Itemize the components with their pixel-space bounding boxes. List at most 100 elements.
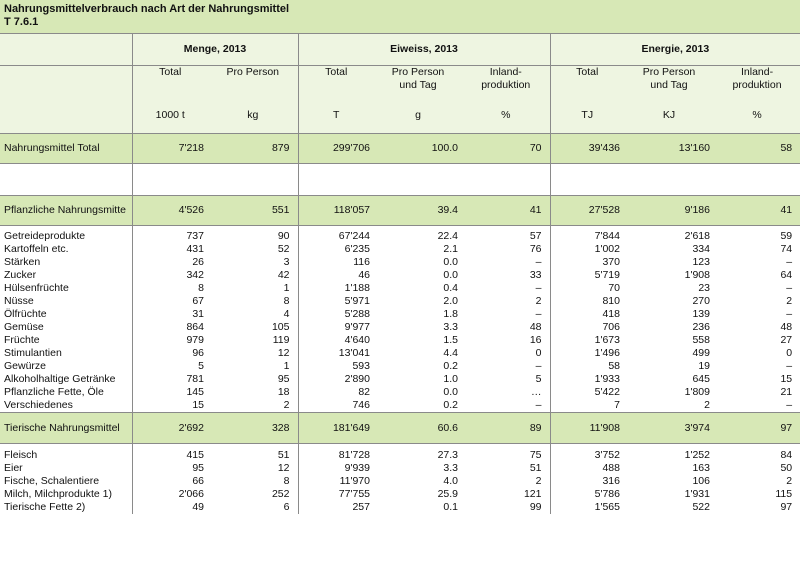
- table-row: Nüsse 67 8 5'971 2.0 2 810 270 2: [0, 295, 800, 308]
- cell-value: 0: [535, 347, 542, 359]
- cell-value: 2'618: [684, 230, 710, 242]
- group-header-row: Menge, 2013 Eiweiss, 2013 Energie, 2013: [0, 32, 800, 65]
- cell-value: 51: [277, 448, 290, 461]
- cell-value: 58: [549, 360, 624, 373]
- cell-value: 737: [131, 230, 208, 243]
- unit-label: KJ: [624, 99, 714, 134]
- cell-value: 89: [462, 412, 550, 444]
- cell-value: 115: [775, 487, 793, 500]
- cell-value: 5'719: [549, 269, 624, 282]
- table-row: Gewürze 5 1 593 0.2–58 19–: [0, 360, 800, 373]
- cell-value: 39'436: [549, 132, 624, 164]
- cell-value: 2: [283, 399, 290, 411]
- cell-value: 1.0: [443, 373, 458, 385]
- table-code: T 7.6.1: [4, 16, 39, 28]
- cell-value: 522: [692, 500, 710, 513]
- cell-value: 163: [692, 461, 710, 474]
- spacer-cell: [374, 443, 462, 449]
- cell-value: 5'786: [549, 487, 624, 501]
- unit-label: 1000 t: [131, 99, 208, 134]
- cell-value: 77'755: [297, 487, 374, 501]
- cell-value: 76: [529, 243, 542, 255]
- table-row: Hülsenfrüchte 8 1 1'188 0.4–70 23–: [0, 282, 800, 295]
- cell-value: 48: [529, 321, 542, 333]
- row-label: Eier: [4, 461, 23, 474]
- cell-value: 67'244: [297, 230, 374, 243]
- cell-value: 51: [529, 461, 542, 474]
- cell-value: 59: [780, 230, 793, 242]
- cell-value: 0.0: [443, 269, 458, 281]
- cell-value: 74: [780, 243, 793, 255]
- cell-value: 0.0: [443, 256, 458, 268]
- cell-value: 12: [277, 347, 290, 359]
- subheader-row: Total Pro Person Total Pro Person und Ta…: [0, 64, 800, 99]
- cell-value: 1'565: [549, 500, 624, 514]
- cell-value: 0.2: [443, 360, 458, 372]
- row-label: Milch, Milchprodukte 1): [4, 487, 112, 500]
- cell-value: 46: [297, 269, 374, 282]
- cell-value: 0.2: [443, 399, 458, 411]
- spacer-cell: [549, 225, 624, 230]
- header-blank: [0, 32, 132, 65]
- cell-value: 31: [131, 308, 208, 321]
- cell-value: 1.8: [443, 308, 458, 320]
- row-label: Alkoholhaltige Getränke: [4, 373, 116, 385]
- row-label: Hülsenfrüchte: [4, 282, 69, 294]
- table-row: Zucker 342 42 46 0.0 33 5'719 1'908 64: [0, 269, 800, 282]
- cell-value: 6: [283, 500, 290, 513]
- cell-value: 58: [714, 132, 800, 164]
- unit-label: %: [462, 99, 550, 134]
- cell-value: 5'288: [297, 308, 374, 321]
- cell-value: 4.0: [443, 474, 458, 487]
- cell-value: 6'235: [297, 243, 374, 256]
- row-label: Pflanzliche Fette, Öle: [4, 386, 104, 398]
- cell-value: 706: [549, 321, 624, 334]
- cell-value: 15: [131, 399, 208, 413]
- spacer-cell: [374, 168, 462, 195]
- cell-value: –: [786, 399, 793, 411]
- cell-value: 21: [780, 386, 793, 398]
- cell-value: 181'649: [297, 412, 374, 444]
- cell-value: 1'908: [684, 269, 710, 281]
- table-row: Fische, Schalentiere 66 8 11'970 4.0 2 316 106 2: [0, 474, 800, 488]
- spacer-cell: [131, 163, 208, 168]
- cell-value: 42: [277, 269, 290, 281]
- cell-value: 558: [692, 334, 710, 346]
- cell-value: 431: [131, 243, 208, 256]
- spacer-cell: [208, 443, 298, 449]
- spacer-cell: [714, 443, 800, 449]
- subheader: Inland-produktion: [462, 64, 550, 99]
- cell-value: 121: [523, 487, 542, 500]
- table-row: Pflanzliche Fette, Öle 145 18 82 0.0 … 5'422 1'…: [0, 386, 800, 399]
- row-label: Früchte: [4, 334, 40, 346]
- row-label: Getreideprodukte: [4, 230, 86, 242]
- cell-value: 5'971: [297, 295, 374, 308]
- cell-value: 7'844: [549, 230, 624, 243]
- cell-value: 2.1: [443, 243, 458, 255]
- cell-value: 1'002: [549, 243, 624, 256]
- spacer-cell: [624, 168, 714, 195]
- cell-value: 8: [283, 474, 290, 487]
- cell-value: 2: [535, 474, 542, 487]
- subheader: Total: [297, 64, 374, 99]
- spacer-cell: [131, 225, 208, 230]
- cell-value: 0.1: [443, 500, 458, 513]
- cell-value: 1: [283, 282, 290, 294]
- row-label: Verschiedenes: [4, 399, 73, 411]
- cell-value: 50: [780, 461, 793, 474]
- cell-value: 95: [277, 373, 290, 385]
- spacer-cell: [297, 168, 374, 195]
- spacer-cell: [374, 163, 462, 168]
- cell-value: 105: [271, 321, 290, 333]
- cell-value: 0.4: [443, 282, 458, 294]
- row-label: Pflanzliche Nahrungsmitte: [0, 194, 132, 226]
- cell-value: 2: [786, 474, 793, 487]
- cell-value: 57: [529, 230, 542, 242]
- row-label: Nüsse: [4, 295, 34, 307]
- cell-value: 84: [780, 448, 793, 461]
- cell-value: 1'673: [549, 334, 624, 347]
- spacer-cell: [297, 443, 374, 449]
- total-row: Tierische Nahrungsmittel 2'692 328 181'649 6…: [0, 412, 800, 444]
- spacer-cell: [714, 168, 800, 195]
- cell-value: 81'728: [297, 448, 374, 462]
